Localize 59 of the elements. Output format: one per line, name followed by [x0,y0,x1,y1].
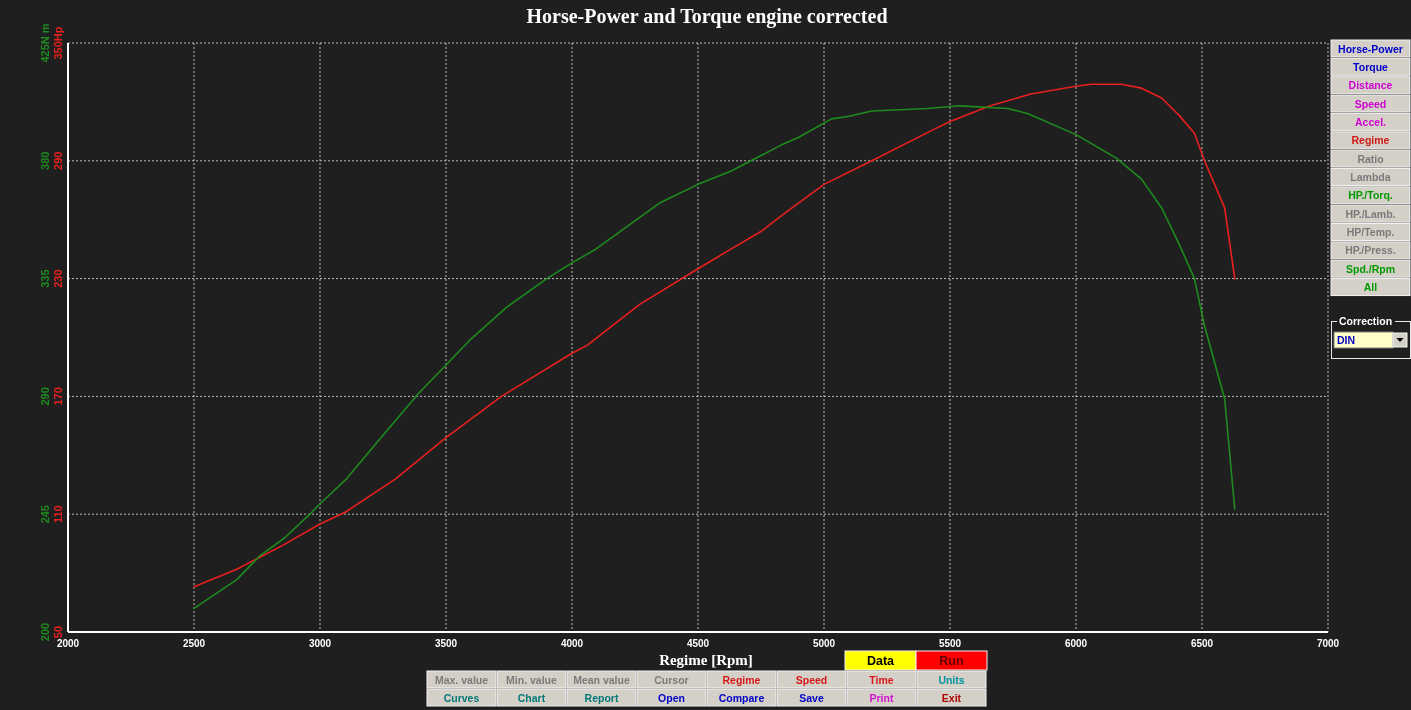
text: Time [869,673,894,686]
text: DIN [1337,334,1356,346]
y2-tick-label: 425N m [39,23,51,63]
text: Units [938,673,965,686]
text: Distance [1348,79,1393,92]
text: Speed [1354,97,1387,110]
x-tick-label: 6500 [1190,638,1214,649]
y2-tick-label: 245 [39,505,51,524]
y-tick-label: 50 [52,625,64,639]
x-tick-label: 5500 [938,638,962,649]
text: Max. value [434,673,489,686]
text: Exit [941,691,962,704]
x-axis-title: Regime [Rpm] [659,652,753,668]
x-tick-label: 6000 [1064,638,1088,649]
text: Regime [1351,134,1390,147]
x-tick-label: 7000 [1316,638,1340,649]
text: Torque [1353,60,1389,73]
y2-tick-label: 380 [39,151,51,170]
text: Chart [517,691,546,704]
text: Spd./Rpm [1346,262,1395,275]
text: Horse-Power [1338,42,1403,55]
x-tick-label: 5000 [812,638,836,649]
text: Mean value [573,673,630,686]
text: Accel. [1355,115,1387,128]
text: All [1363,281,1378,294]
text: HP/Temp. [1346,226,1395,238]
text: Data [866,653,896,668]
text: Save [799,691,824,704]
text: Print [869,691,894,704]
y2-tick-label: 335 [39,269,51,288]
x-tick-label: 3000 [308,638,332,649]
text: Run [939,653,964,668]
text: Regime [722,673,761,686]
y-tick-label: 230 [52,269,64,288]
text: Lambda [1350,170,1391,183]
y-tick-label: 290 [52,151,64,170]
y-tick-label: 110 [52,505,64,524]
text: Ratio [1357,152,1384,165]
text: Min. value [506,673,558,686]
x-tick-label: 2000 [56,638,80,649]
text: Cursor [654,673,689,686]
text: Curves [443,691,480,704]
chart-title: Horse-Power and Torque engine corrected [526,5,888,28]
text: Open [658,691,685,704]
text: HP./Press. [1345,244,1396,257]
text: Correction [1339,315,1393,327]
x-tick-label: 2500 [182,638,206,649]
text: HP./Torq. [1348,189,1393,202]
y-tick-label: 350Hp [52,26,64,60]
text: Speed [795,673,828,686]
x-tick-label: 3500 [434,638,458,649]
text: Compare [718,691,765,704]
x-tick-label: 4000 [560,638,584,649]
x-tick-label: 4500 [686,638,710,649]
text: Report [584,691,619,704]
y-tick-label: 170 [52,387,64,406]
y2-tick-label: 290 [39,387,51,406]
y2-tick-label: 200 [39,622,51,642]
text: HP./Lamb. [1345,207,1396,220]
